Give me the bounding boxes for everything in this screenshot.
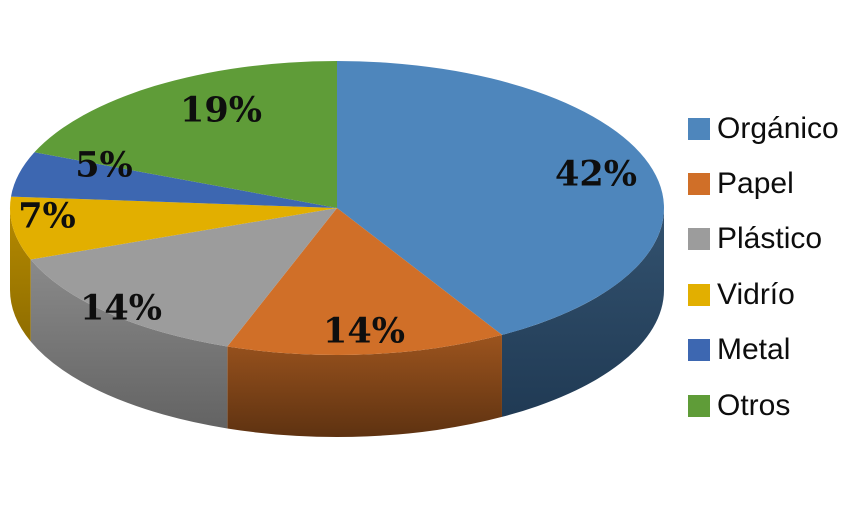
legend-label-metal: Metal [717, 333, 791, 367]
legend-item-organico[interactable]: Orgánico [688, 101, 839, 156]
data-label-papel: 14% [323, 311, 405, 352]
pie-slice-side-vidrio [10, 208, 31, 342]
legend-item-papel[interactable]: Papel [688, 156, 839, 211]
pie-slice-plastico[interactable] [30, 208, 337, 347]
pie-slice-vidrio[interactable] [10, 196, 338, 260]
legend-label-plastico: Plástico [717, 222, 823, 256]
data-label-vidrio: 7% [18, 196, 76, 237]
legend-swatch-organico [688, 117, 710, 140]
data-label-otros: 19% [180, 90, 262, 131]
legend-label-papel: Papel [717, 167, 794, 201]
pie-top-faces [10, 60, 664, 355]
legend-label-organico: Orgánico [717, 111, 839, 145]
data-label-plastico: 14% [80, 288, 162, 329]
pie-slice-papel[interactable] [227, 208, 502, 355]
pie-slice-otros[interactable] [34, 60, 337, 208]
legend-item-plastico[interactable]: Plástico [688, 212, 839, 267]
chart-legend: Orgánico Papel Plástico Vidrío Metal Otr… [688, 101, 839, 433]
legend-item-vidrio[interactable]: Vidrío [688, 267, 839, 322]
legend-item-otros[interactable]: Otros [688, 378, 839, 433]
pie-slice-organico[interactable] [337, 61, 664, 335]
data-label-metal: 5% [75, 145, 133, 186]
legend-label-vidrio: Vidrío [717, 277, 795, 311]
legend-swatch-vidrio [688, 283, 710, 306]
legend-item-metal[interactable]: Metal [688, 323, 839, 378]
legend-swatch-plastico [688, 228, 710, 251]
pie-slice-side-papel [227, 334, 502, 437]
legend-label-otros: Otros [717, 388, 791, 422]
pie-slice-side-organico [501, 208, 664, 417]
pie-slice-side-plastico [30, 259, 228, 429]
pie-slice-metal[interactable] [10, 152, 338, 208]
legend-swatch-otros [688, 394, 710, 417]
pie-3d-sides [10, 208, 664, 437]
legend-swatch-papel [688, 173, 710, 196]
pie-data-labels: 42% 14% 14% 7% 5% 19% [18, 90, 637, 352]
data-label-organico: 42% [555, 154, 637, 195]
legend-swatch-metal [688, 339, 710, 362]
